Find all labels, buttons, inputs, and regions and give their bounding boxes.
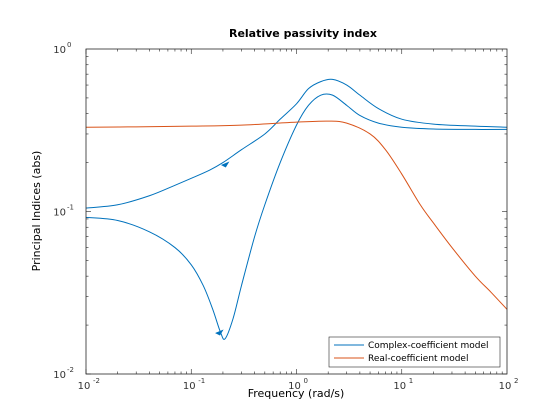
plot-area xyxy=(86,49,507,374)
legend: Complex-coefficient model Real-coefficie… xyxy=(328,336,501,368)
x-tick-label: 10 xyxy=(78,381,91,392)
y-tick-label-exponent: 0 xyxy=(67,41,71,49)
y-tick-label-exponent: -1 xyxy=(67,204,74,212)
x-tick-label: 10 xyxy=(393,381,406,392)
x-tick-label: 10 xyxy=(499,381,512,392)
y-axis-label: Principal Indices (abs) xyxy=(30,151,43,272)
direction-marker-1 xyxy=(215,329,224,336)
x-tick-label-exponent: -1 xyxy=(198,377,205,385)
direction-marker-0 xyxy=(220,161,230,168)
legend-label-real: Real-coefficient model xyxy=(368,354,468,364)
x-tick-label-exponent: 0 xyxy=(304,377,308,385)
chart-title: Relative passivity index xyxy=(229,27,377,40)
tick-marks xyxy=(85,49,507,375)
series-lines xyxy=(85,78,508,340)
y-tick-label: 10 xyxy=(53,208,66,219)
x-axis-label: Frequency (rad/s) xyxy=(248,387,345,400)
series-line-0-1 xyxy=(85,93,508,340)
legend-label-complex: Complex-coefficient model xyxy=(368,341,489,351)
y-tick-label: 10 xyxy=(53,45,66,56)
x-tick-label: 10 xyxy=(288,381,301,392)
x-tick-label-exponent: 2 xyxy=(514,377,518,385)
y-tick-label: 10 xyxy=(53,370,66,381)
direction-markers xyxy=(215,161,230,336)
x-tick-label-exponent: 1 xyxy=(409,377,413,385)
axes-box xyxy=(85,48,508,375)
x-tick-label-exponent: -2 xyxy=(93,377,100,385)
series-line-1-0 xyxy=(85,120,508,310)
series-line-0-0 xyxy=(85,78,508,209)
x-tick-label: 10 xyxy=(183,381,196,392)
legend-box xyxy=(328,336,501,368)
x-tick-labels: 10 -2 10 -1 10 0 10 1 10 2 xyxy=(78,377,519,392)
y-tick-label-exponent: -2 xyxy=(67,366,74,374)
